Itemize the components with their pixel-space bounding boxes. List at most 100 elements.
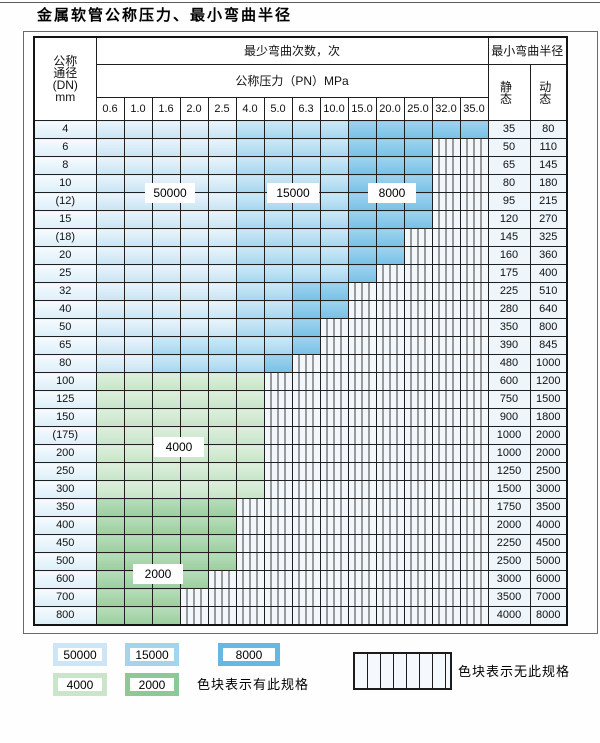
no-spec-cell — [375, 552, 405, 571]
zone-label: 8000 — [368, 183, 416, 203]
dynamic-value: 1800 — [529, 408, 568, 427]
no-spec-cell — [403, 570, 433, 589]
dn-label: 6 — [33, 138, 97, 157]
pressure-tick: 2.5 — [207, 97, 237, 121]
spec-cell — [263, 246, 293, 265]
spec-cell — [235, 318, 265, 337]
spec-cell — [95, 246, 125, 265]
dn-label: (12) — [33, 192, 97, 211]
no-spec-cell — [347, 534, 377, 553]
spec-cell — [151, 534, 181, 553]
no-spec-cell — [459, 174, 489, 193]
no-spec-cell — [319, 390, 349, 409]
spec-cell — [319, 138, 349, 157]
no-spec-cell — [319, 372, 349, 391]
dynamic-value: 360 — [529, 246, 568, 265]
no-spec-cell — [431, 318, 461, 337]
spec-cell — [207, 246, 237, 265]
spec-cell — [179, 138, 209, 157]
no-spec-cell — [375, 480, 405, 499]
dynamic-value: 110 — [529, 138, 568, 157]
no-spec-cell — [403, 246, 433, 265]
spec-cell — [235, 264, 265, 283]
no-spec-cell — [403, 426, 433, 445]
no-spec-cell — [347, 390, 377, 409]
spec-cell — [151, 480, 181, 499]
spec-cell — [95, 318, 125, 337]
no-spec-cell — [431, 156, 461, 175]
spec-cell — [179, 516, 209, 535]
pressure-tick: 1.0 — [123, 97, 153, 121]
static-value: 2250 — [487, 534, 531, 553]
spec-cell — [375, 156, 405, 175]
spec-cell — [459, 120, 489, 139]
no-spec-cell — [375, 336, 405, 355]
spec-cell — [179, 336, 209, 355]
no-spec-cell — [291, 426, 321, 445]
table-row: 150 900 1800 — [33, 408, 568, 427]
no-spec-cell — [319, 534, 349, 553]
spec-cell — [123, 210, 153, 229]
spec-cell — [151, 156, 181, 175]
no-spec-cell — [375, 300, 405, 319]
no-spec-cell — [459, 228, 489, 247]
no-spec-cell — [319, 426, 349, 445]
spec-cell — [319, 174, 349, 193]
no-spec-cell — [319, 462, 349, 481]
spec-cell — [263, 318, 293, 337]
spec-cell — [207, 264, 237, 283]
no-spec-cell — [291, 372, 321, 391]
spec-cell — [151, 354, 181, 373]
no-spec-cell — [431, 534, 461, 553]
spec-cell — [95, 516, 125, 535]
spec-cell — [207, 192, 237, 211]
spec-cell — [123, 408, 153, 427]
dn-label: 200 — [33, 444, 97, 463]
spec-cell — [263, 264, 293, 283]
spec-cell — [179, 300, 209, 319]
header-row-1: 公称 通径 (DN) mm 最少弯曲次数，次 最小弯曲半径 — [33, 36, 568, 121]
spec-cell — [179, 462, 209, 481]
spec-cell — [151, 120, 181, 139]
zone-label: 50000 — [145, 183, 195, 203]
pressure-tick: 20.0 — [375, 97, 405, 121]
dynamic-value: 4000 — [529, 516, 568, 535]
legend-swatch: 50000 — [53, 643, 107, 666]
no-spec-cell — [347, 480, 377, 499]
table-row: 4 35 80 — [33, 120, 568, 139]
legend-swatch: 4000 — [53, 673, 107, 696]
no-spec-cell — [347, 282, 377, 301]
spec-cell — [179, 156, 209, 175]
no-spec-cell — [291, 480, 321, 499]
no-spec-cell — [375, 570, 405, 589]
spec-cell — [319, 192, 349, 211]
dn-label: 25 — [33, 264, 97, 283]
spec-cell — [95, 282, 125, 301]
no-spec-cell — [431, 552, 461, 571]
dynamic-value: 80 — [529, 120, 568, 139]
zone-label: 4000 — [154, 437, 204, 457]
spec-cell — [123, 138, 153, 157]
no-spec-cell — [263, 480, 293, 499]
spec-cell — [319, 264, 349, 283]
no-spec-cell — [403, 534, 433, 553]
table-row: 300 1500 3000 — [33, 480, 568, 499]
no-spec-cell — [263, 372, 293, 391]
no-spec-cell — [347, 372, 377, 391]
no-spec-cell — [459, 498, 489, 517]
dn-label: 65 — [33, 336, 97, 355]
no-spec-cell — [403, 228, 433, 247]
spec-cell — [95, 426, 125, 445]
table-row: 32 225 510 — [33, 282, 568, 301]
no-spec-cell — [347, 570, 377, 589]
no-spec-note: 色块表示无此规格 — [458, 664, 571, 679]
spec-cell — [235, 444, 265, 463]
no-spec-cell — [459, 138, 489, 157]
table-row: 350 1750 3500 — [33, 498, 568, 517]
no-spec-cell — [319, 480, 349, 499]
spec-cell — [207, 156, 237, 175]
spec-cell — [291, 318, 321, 337]
dynamic-value: 845 — [529, 336, 568, 355]
spec-cell — [207, 534, 237, 553]
table-row: 80 480 1000 — [33, 354, 568, 373]
